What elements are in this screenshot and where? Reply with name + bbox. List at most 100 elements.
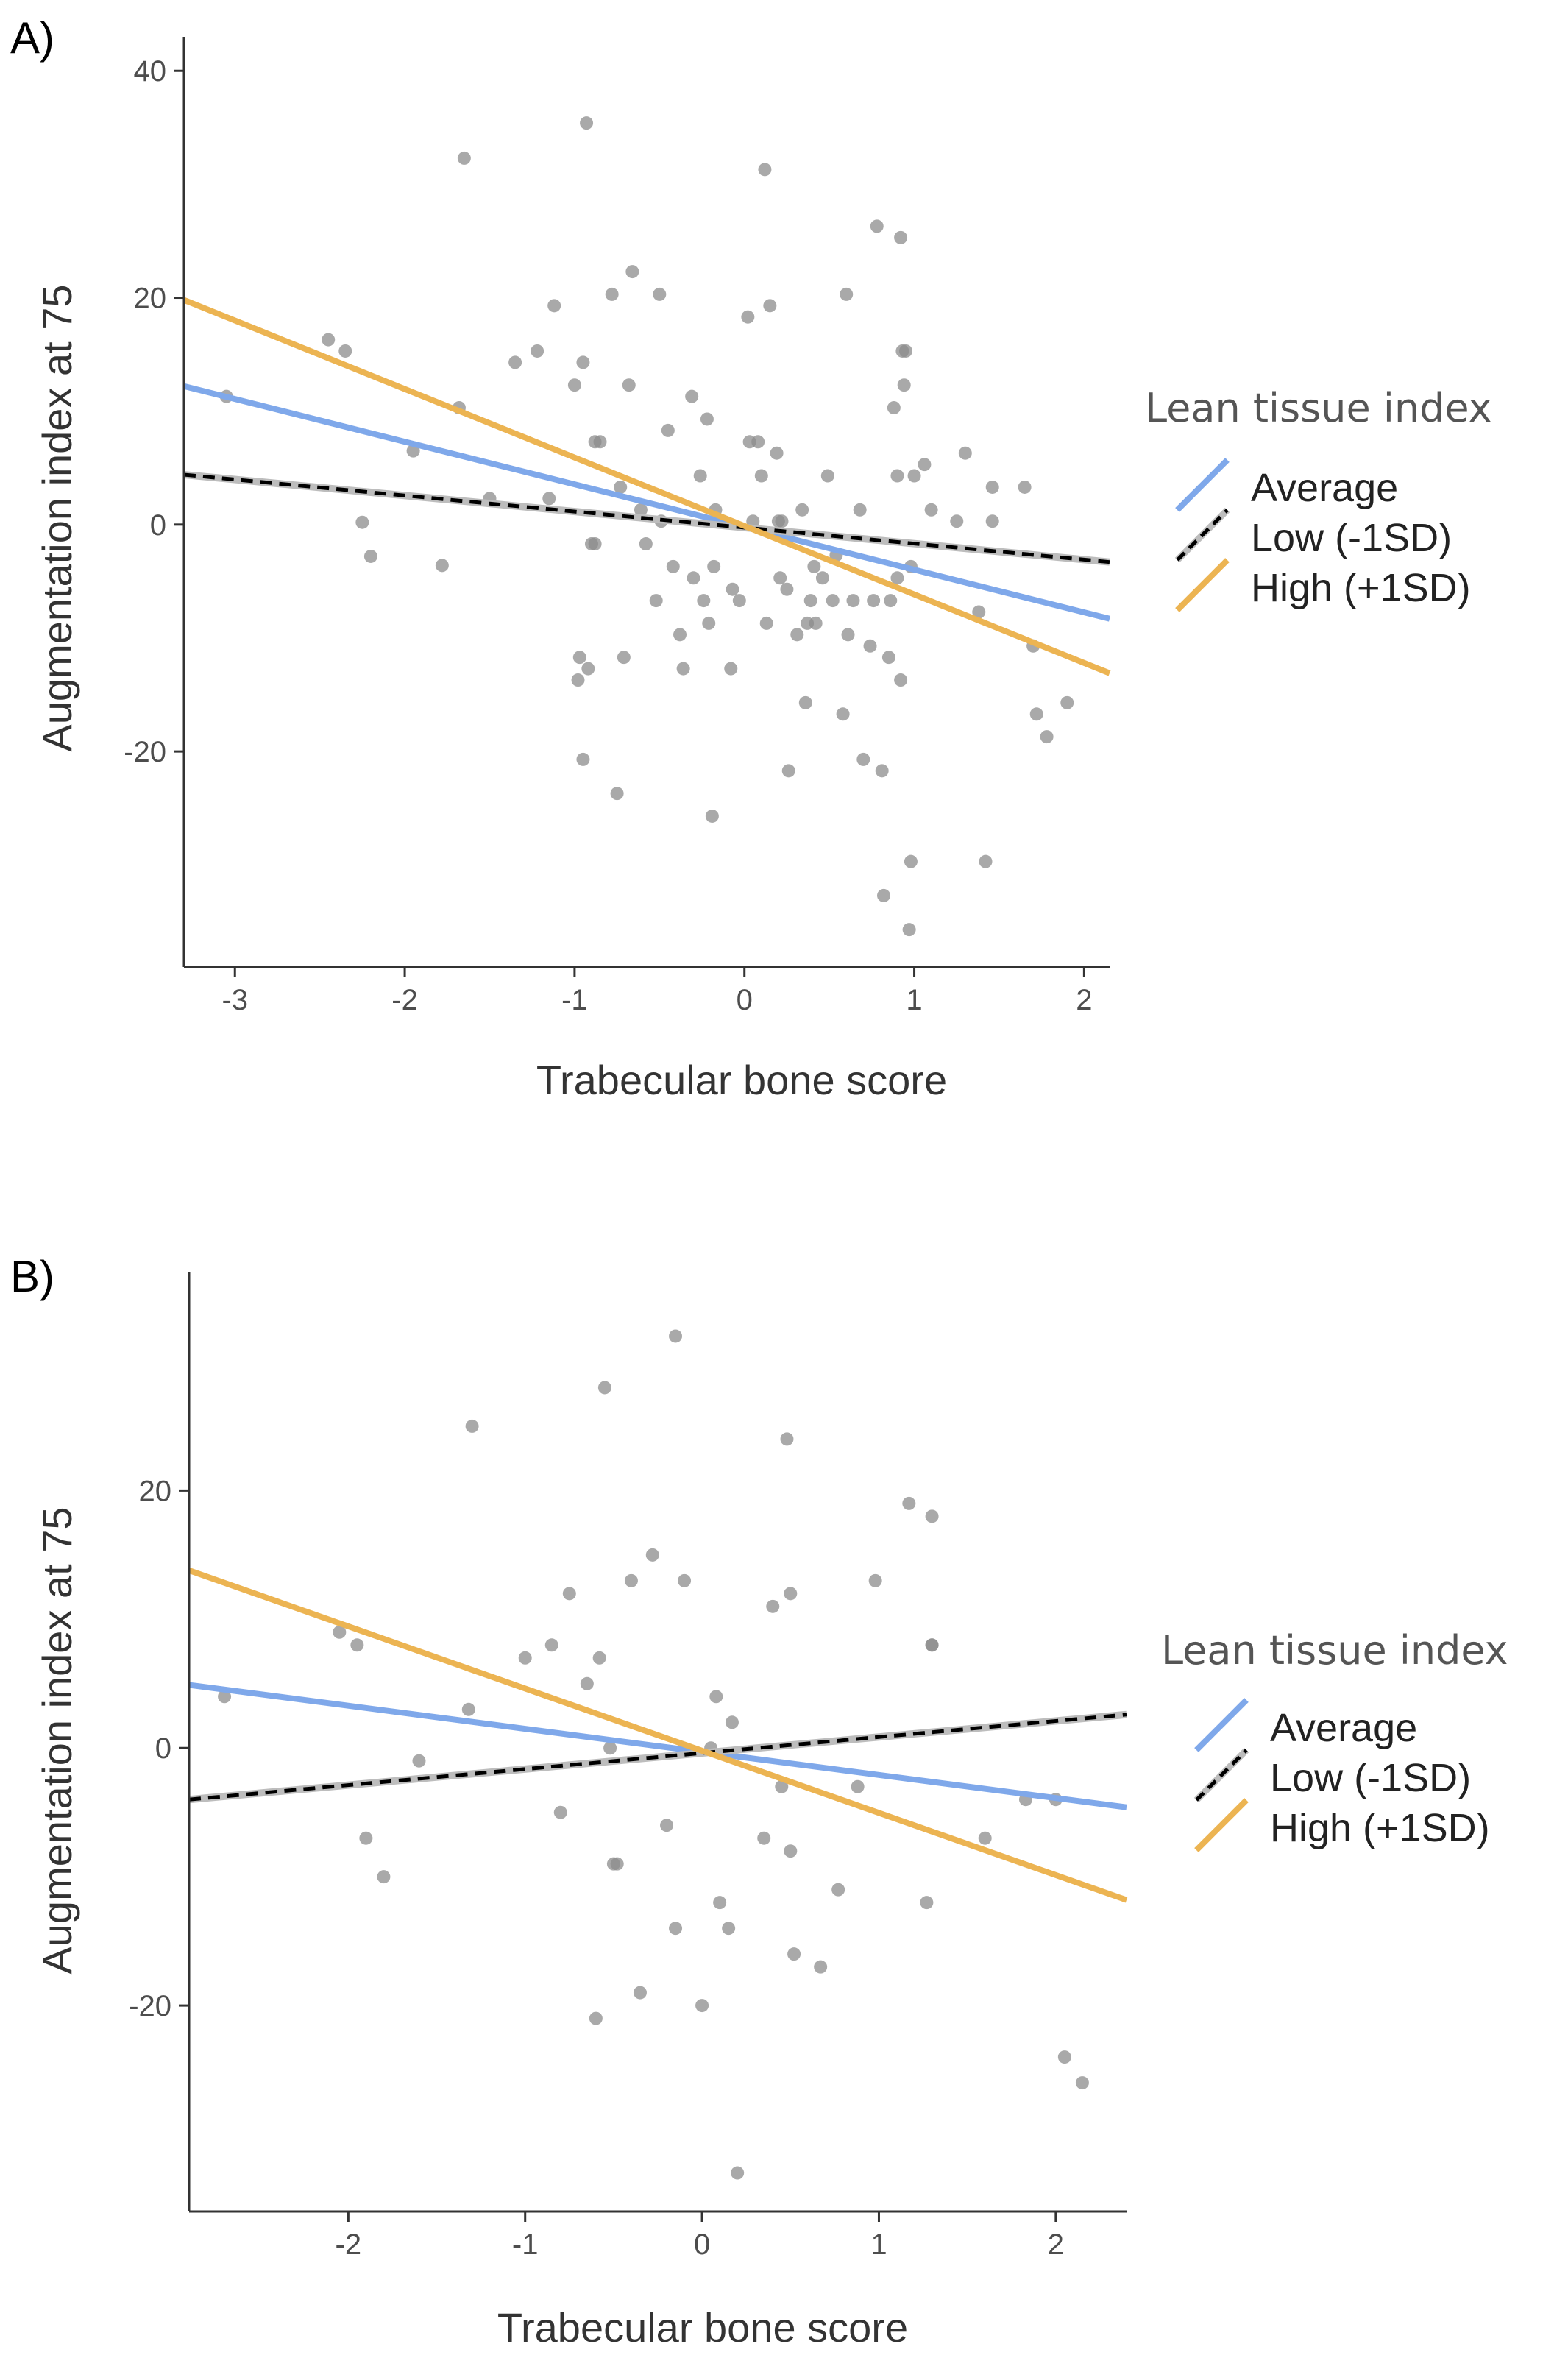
panel-a-legend-key-average [1175,458,1230,512]
panel-b-data-point [902,1496,916,1510]
panel-b-y-tick-label: 0 [155,1732,171,1765]
panel-a-legend-label-high: High (+1SD) [1251,566,1471,610]
panel-b-data-point [465,1419,479,1433]
panel-a-data-point [547,299,561,313]
panel-b-data-point [709,1690,723,1704]
panel-b-x-axis-title: Trabecular bone score [497,2304,908,2351]
panel-a-y-tick-label: 0 [150,509,166,542]
panel-a-data-point [795,503,809,517]
panel-a-label: A) [10,13,54,63]
panel-b-legend: Lean tissue index Average Low (-1SD) Hig… [1161,1627,1508,1852]
panel-b-data-point [814,1960,828,1974]
panel-b-data-point [725,1715,739,1729]
panel-a-data-point [622,378,636,392]
panel-b-data-point [580,1676,594,1690]
panel-a-data-point [741,310,755,324]
panel-a-data-point [726,582,739,596]
panel-a-data-point [687,571,700,585]
panel-a-data-point [803,594,817,608]
panel-a-data-point [567,378,581,392]
panel-a-data-point [798,695,812,709]
panel-a-x-tick-label: -1 [561,984,588,1016]
panel-a-fit-line-average [183,383,1110,622]
panel-a-data-point [605,287,619,301]
panel-a-data-point [890,571,904,585]
panel-b-data-point [350,1638,364,1652]
panel-a-x-tick-label: -3 [221,984,248,1016]
panel-a-data-point [894,230,908,244]
panel-a-data-point [894,673,908,687]
panel-a-data-point [653,287,667,301]
panel-b-legend-label-high: High (+1SD) [1270,1806,1490,1850]
panel-a-data-point [614,480,628,494]
panel-a-data-point [950,514,964,528]
panel-b-data-point [925,1509,939,1523]
panel-b-data-point [851,1779,865,1793]
panel-a-data-point [972,605,986,619]
panel-b-legend-key-high [1194,1798,1249,1852]
panel-b-data-point [610,1857,624,1871]
panel-a-data-point [593,435,607,449]
panel-a-data-point [807,559,821,573]
panel-a-data-point [904,854,918,868]
panel-b-data-point [757,1831,771,1845]
panel-a-data-point [881,651,895,665]
panel-b-data-point [784,1587,798,1601]
panel-a-x-tick-label: -2 [391,984,418,1016]
panel-a-data-point [979,854,993,868]
panel-a-data-point [693,469,707,483]
panel-a-data-point [907,469,921,483]
panel-a-data-point [700,412,714,426]
panel-b-data-point [359,1831,373,1845]
panel-a-data-point [639,537,653,551]
panel-b-data-point [1057,2050,1071,2064]
panel-a-y-tick-label: 20 [134,283,167,315]
panel-a-data-point [707,559,721,573]
panel-b-data-point [518,1651,532,1665]
panel-a-y-tick-label: 40 [134,55,167,88]
panel-b-legend-label-low: Low (-1SD) [1270,1756,1471,1800]
panel-b-data-point [784,1844,798,1858]
panel-a-data-point [853,503,867,517]
panel-b-data-point [645,1548,659,1562]
panel-a-y-tick-label: -20 [124,736,166,768]
panel-b-data-point [592,1651,606,1665]
panel-a-data-point [758,163,772,177]
panel-b-legend-key-low [1195,1749,1248,1802]
panel-a-fit-lines [182,297,1111,676]
panel-a-data-point [763,299,777,313]
panel-b-data-point [1075,2076,1089,2090]
panel-a-data-point [571,673,585,687]
panel-b-data-point [731,2166,745,2180]
panel-a-data-point [705,809,719,823]
panel-a-data-point [863,639,877,653]
panel-a-data-point [846,594,860,608]
panel-b-data-point [377,1870,391,1884]
panel-b-data-point [660,1819,674,1832]
panel-a-data-point [826,594,840,608]
panel-b-fit-lines [188,1568,1128,1903]
panel-b-data-point [553,1805,567,1819]
panel-a-data-point [588,537,602,551]
panel-a-data-point [770,446,784,460]
panel-b-data-point [461,1702,475,1716]
panel-a-data-point [875,764,889,778]
panel-a-data-point [918,458,932,472]
panel-a-data-point [576,752,590,766]
panel-a-data-point [899,344,913,358]
panel-a-data-point [815,571,829,585]
panel-b-data-point [713,1896,727,1910]
panel-a-data-point [581,662,595,676]
panel-a-data-point [617,651,631,665]
panel-b-data-point [669,1922,683,1936]
panel-a-legend-key-low [1176,509,1229,562]
panel-a-data-point [780,582,794,596]
panel-b-x-tick-label: 0 [694,2228,710,2261]
panel-a-x-tick-label: 0 [737,984,753,1016]
panel-a-data-point [363,549,377,563]
panel-a-data-point [457,151,471,165]
panel-b-data-point [603,1741,617,1755]
panel-a-data-point [958,446,972,460]
panel-a-data-point [867,594,881,608]
